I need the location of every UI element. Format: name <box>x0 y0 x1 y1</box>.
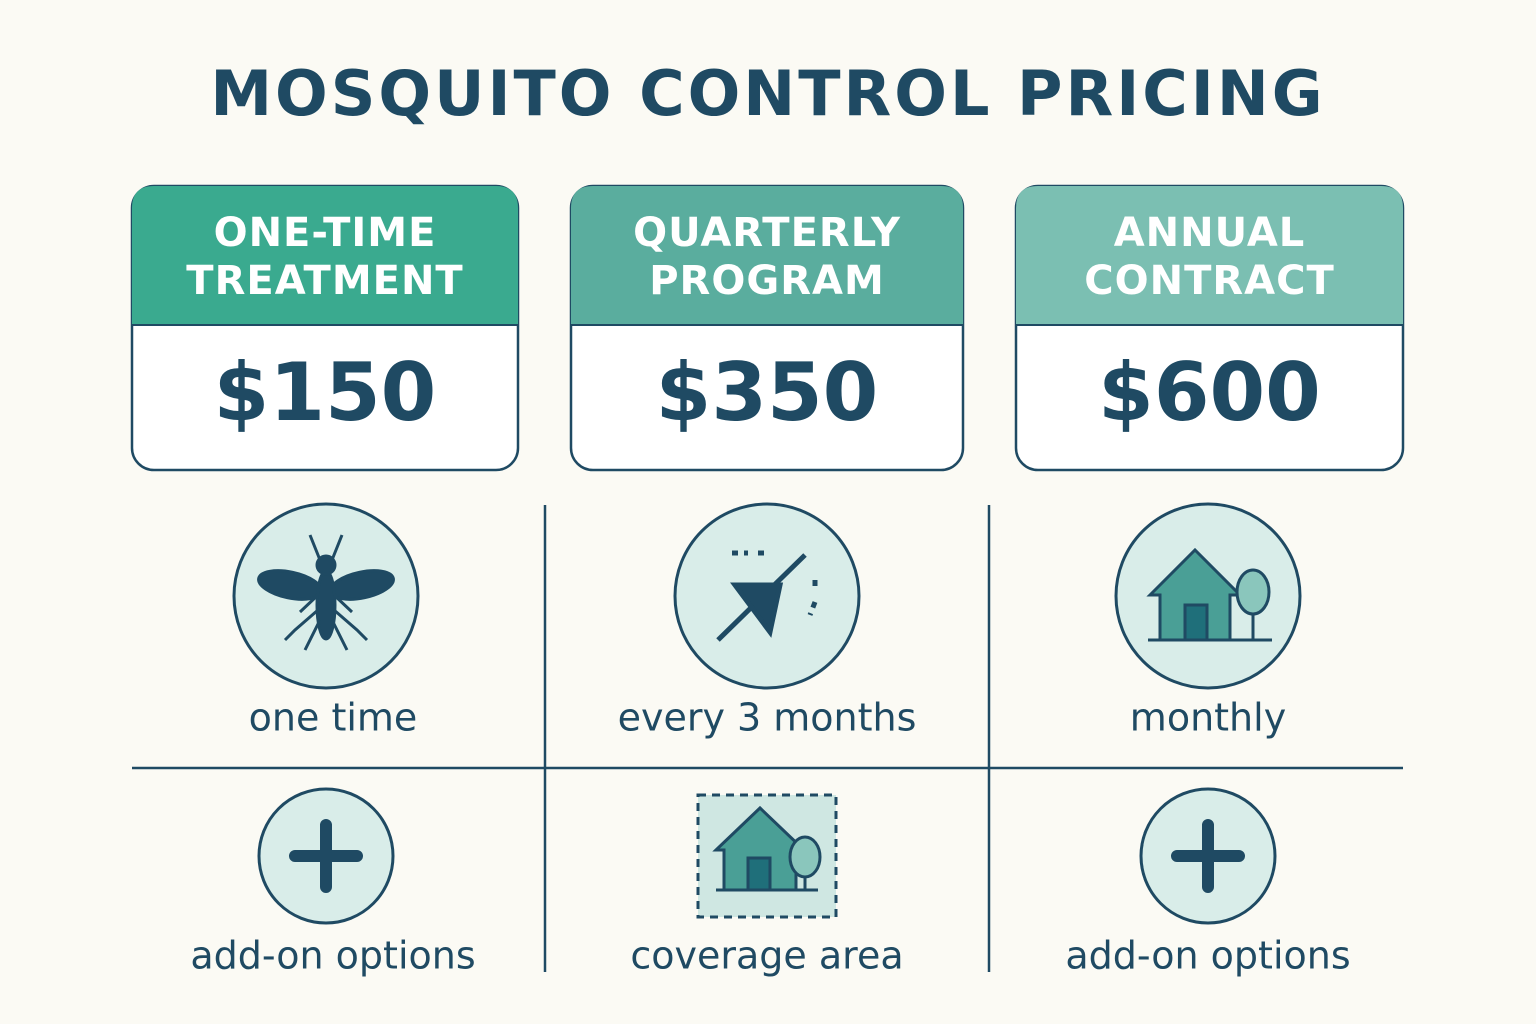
feature-label: one time <box>249 696 418 740</box>
feature-label: add-on options <box>1065 934 1350 978</box>
plus-icon <box>257 787 395 925</box>
feature-label: every 3 months <box>618 696 917 740</box>
card-header <box>1016 186 1403 325</box>
mosquito-icon <box>232 502 420 690</box>
card-header <box>132 186 518 325</box>
feature-label: add-on options <box>190 934 475 978</box>
plus-icon <box>1139 787 1277 925</box>
plan-name: QUARTERLY <box>633 210 901 256</box>
schedule-icon <box>673 502 861 690</box>
plan-name: PROGRAM <box>649 258 885 304</box>
plan-name: ONE-TIME <box>214 210 437 256</box>
plan-name: CONTRACT <box>1084 258 1335 304</box>
plan-price: $150 <box>214 346 437 439</box>
card-header <box>571 186 963 325</box>
feature-label: monthly <box>1130 696 1286 740</box>
area-icon <box>696 793 838 919</box>
title: MOSQUITO CONTROL PRICING <box>210 57 1325 130</box>
feature-label: coverage area <box>630 934 903 978</box>
plan-name: TREATMENT <box>186 258 463 304</box>
house-icon <box>1114 502 1302 690</box>
plan-price: $350 <box>656 346 879 439</box>
plan-name: ANNUAL <box>1114 210 1306 256</box>
plan-price: $600 <box>1098 346 1321 439</box>
grid <box>132 505 1403 972</box>
